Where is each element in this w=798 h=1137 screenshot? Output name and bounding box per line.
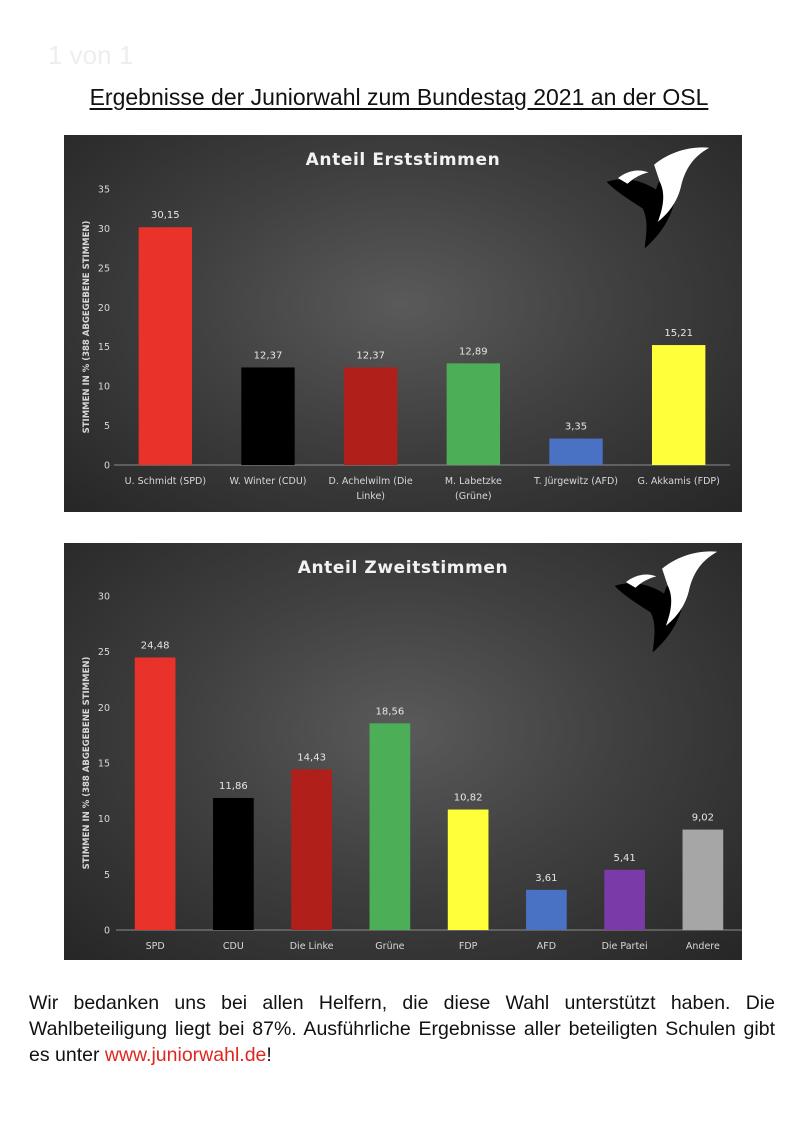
zweitstimmen-category-label: AFD	[537, 941, 556, 952]
page-label: 1 von 1	[48, 40, 134, 70]
erststimmen-bar	[651, 345, 706, 465]
erststimmen-y-tick-label: 20	[98, 303, 110, 314]
erststimmen-category-label: M. Labetzke	[445, 476, 502, 487]
erststimmen-data-label: 3,35	[565, 422, 587, 433]
zweitstimmen-bar	[604, 869, 645, 930]
zweitstimmen-bar	[291, 769, 332, 930]
zweitstimmen-category-label: FDP	[459, 941, 478, 952]
chart-zweitstimmen: Anteil Zweitstimmen STIMMEN IN % (388 ABG…	[64, 543, 742, 960]
erststimmen-category-label: U. Schmidt (SPD)	[125, 476, 206, 487]
zweitstimmen-category-label: SPD	[146, 941, 165, 952]
footer-link[interactable]: www.juniorwahl.de	[104, 1044, 267, 1066]
erststimmen-bar	[138, 227, 193, 465]
zweitstimmen-category-label: CDU	[223, 941, 244, 952]
erststimmen-category-label: G. Akkamis (FDP)	[637, 476, 719, 487]
erststimmen-bar	[446, 363, 501, 465]
erststimmen-data-label: 30,15	[151, 210, 180, 221]
footer-text-part-2: !	[266, 1044, 272, 1066]
erststimmen-y-tick-label: 0	[104, 461, 110, 472]
erststimmen-data-label: 15,21	[664, 328, 693, 339]
zweitstimmen-y-tick-label: 20	[98, 703, 110, 714]
erststimmen-data-label: 12,37	[356, 350, 385, 361]
zweitstimmen-category-label: Grüne	[375, 941, 404, 952]
zweitstimmen-y-tick-label: 25	[98, 647, 110, 658]
erststimmen-title: Anteil Erststimmen	[306, 150, 501, 170]
page-title: Ergebnisse der Juniorwahl zum Bundestag …	[89, 84, 709, 110]
erststimmen-y-axis-title: STIMMEN IN % (388 ABGEGEBENE STIMMEN)	[82, 221, 92, 434]
zweitstimmen-y-tick-label: 10	[98, 814, 110, 825]
bird-logo-icon	[606, 147, 710, 249]
erststimmen-data-label: 12,37	[254, 350, 283, 361]
erststimmen-y-tick-label: 5	[104, 421, 110, 432]
erststimmen-y-tick-label: 25	[98, 263, 110, 274]
erststimmen-y-tick-label: 15	[98, 342, 110, 353]
zweitstimmen-data-label: 11,86	[219, 781, 248, 792]
zweitstimmen-bar	[682, 829, 724, 930]
erststimmen-category-label: (Grüne)	[455, 491, 492, 502]
zweitstimmen-data-label: 18,56	[376, 706, 405, 717]
zweitstimmen-data-label: 3,61	[535, 873, 557, 884]
zweitstimmen-data-label: 9,02	[692, 813, 714, 824]
chart-erststimmen-svg: Anteil Erststimmen STIMMEN IN % (388 ABGE…	[82, 147, 730, 502]
zweitstimmen-y-tick-label: 5	[104, 870, 110, 881]
zweitstimmen-category-label: Die Linke	[290, 941, 334, 952]
erststimmen-category-label: D. Achelwilm (Die	[329, 476, 413, 487]
zweitstimmen-y-axis-title: STIMMEN IN % (388 ABGEGEBENE STIMMEN)	[82, 657, 92, 870]
erststimmen-bar	[549, 438, 603, 465]
erststimmen-y-tick-label: 30	[98, 224, 110, 235]
zweitstimmen-data-label: 14,43	[297, 752, 326, 763]
erststimmen-category-label: Linke)	[356, 491, 385, 502]
zweitstimmen-bar	[526, 889, 567, 930]
zweitstimmen-data-label: 10,82	[454, 793, 483, 804]
zweitstimmen-y-tick-label: 30	[98, 592, 110, 603]
zweitstimmen-title: Anteil Zweitstimmen	[298, 558, 509, 578]
zweitstimmen-bar	[213, 797, 254, 930]
erststimmen-category-label: T. Jürgewitz (AFD)	[533, 476, 618, 487]
footer-text: Wir bedanken uns bei allen Helfern, die …	[29, 990, 775, 1068]
zweitstimmen-bar	[369, 723, 411, 930]
erststimmen-category-label: W. Winter (CDU)	[230, 476, 307, 487]
erststimmen-bar	[241, 367, 295, 465]
zweitstimmen-data-label: 5,41	[613, 853, 635, 864]
erststimmen-y-tick-label: 35	[98, 185, 110, 196]
erststimmen-data-label: 12,89	[459, 346, 488, 357]
chart-zweitstimmen-svg: Anteil Zweitstimmen STIMMEN IN % (388 ABG…	[82, 551, 742, 952]
erststimmen-bar	[343, 367, 398, 465]
zweitstimmen-category-label: Die Partei	[602, 941, 648, 952]
zweitstimmen-y-tick-label: 15	[98, 759, 110, 770]
zweitstimmen-data-label: 24,48	[141, 640, 170, 651]
zweitstimmen-y-tick-label: 0	[104, 926, 110, 937]
erststimmen-y-tick-label: 10	[98, 382, 110, 393]
zweitstimmen-bar	[134, 657, 176, 930]
footer-text-part-1: Wir bedanken uns bei allen Helfern, die …	[29, 992, 775, 1066]
bird-logo-icon	[614, 551, 718, 653]
chart-erststimmen: Anteil Erststimmen STIMMEN IN % (388 ABGE…	[64, 135, 742, 512]
zweitstimmen-bar	[447, 809, 489, 930]
zweitstimmen-category-label: Andere	[686, 941, 720, 952]
